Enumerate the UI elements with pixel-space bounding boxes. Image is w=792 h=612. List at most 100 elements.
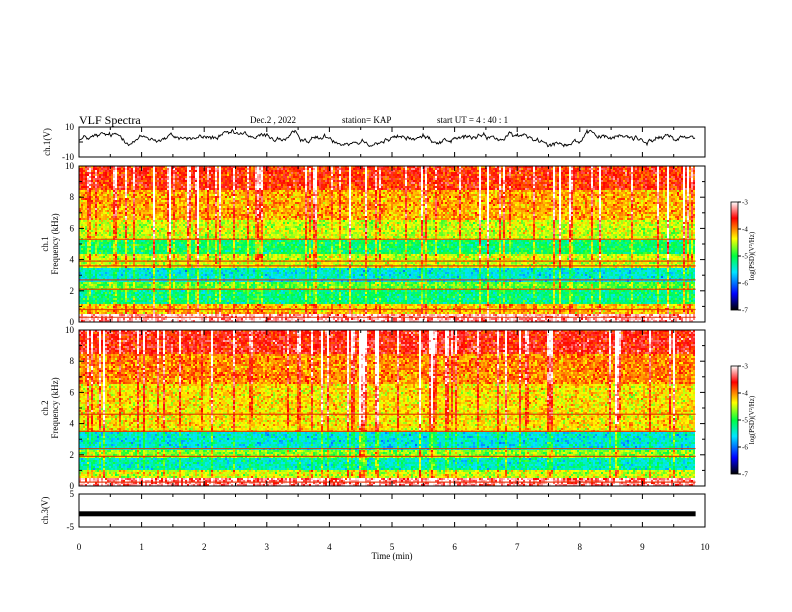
spectrogram-ch1-cell — [687, 196, 689, 198]
spectrogram-ch1-cell — [497, 166, 499, 168]
spectrogram-ch1-cell — [575, 174, 577, 176]
spectrogram-ch1-cell — [469, 190, 471, 192]
spectrogram-ch1-cell — [659, 186, 661, 188]
spectrogram-ch1-cell — [505, 196, 507, 198]
spectrogram-ch1-cell — [373, 190, 375, 192]
spectrogram-ch1-cell — [611, 182, 613, 184]
spectrogram-ch1-cell — [617, 180, 619, 182]
spectrogram-ch1-cell — [149, 170, 151, 172]
spectrogram-ch1-cell — [93, 198, 95, 200]
spectrogram-ch1-cell — [685, 194, 687, 196]
spectrogram-ch1-cell — [433, 194, 435, 196]
spectrogram-ch1-cell — [469, 188, 471, 190]
spectrogram-ch1-cell — [533, 170, 535, 172]
spectrogram-ch1-cell — [501, 172, 503, 174]
spectrogram-ch1-cell — [171, 194, 173, 196]
spectrogram-ch1-cell — [293, 184, 295, 186]
spectrogram-ch1-cell — [493, 170, 495, 172]
spectrogram-ch1-cell — [403, 188, 405, 190]
spectrogram-ch1-cell — [147, 172, 149, 174]
spectrogram-ch1-cell — [383, 182, 385, 184]
spectrogram-ch1-cell — [563, 196, 565, 198]
spectrogram-ch1-cell — [525, 178, 527, 180]
spectrogram-ch1-cell — [677, 192, 679, 194]
spectrogram-ch1-cell — [409, 188, 411, 190]
spectrogram-ch1-cell — [143, 188, 145, 190]
spectrogram-ch1-cell — [639, 180, 641, 182]
spectrogram-ch1-cell — [623, 180, 625, 182]
spectrogram-ch1-cell — [419, 176, 421, 178]
spectrogram-ch1-cell — [441, 182, 443, 184]
spectrogram-ch1-cell — [207, 172, 209, 174]
spectrogram-ch1-cell — [459, 182, 461, 184]
spectrogram-ch1-cell — [103, 174, 105, 176]
spectrogram-ch1-cell — [299, 184, 301, 186]
spectrogram-ch1-cell — [377, 190, 379, 192]
spectrogram-ch1-cell — [667, 178, 669, 180]
spectrogram-ch1-cell — [149, 198, 151, 200]
spectrogram-ch1-cell — [249, 196, 251, 198]
spectrogram-ch1-cell — [529, 184, 531, 186]
spectrogram-ch1-cell — [403, 184, 405, 186]
spectrogram-ch1-cell — [383, 166, 385, 168]
spectrogram-ch1-cell — [499, 190, 501, 192]
spectrogram-ch1-cell — [393, 180, 395, 182]
spectrogram-ch1-cell — [367, 174, 369, 176]
spectrogram-ch1-cell — [259, 168, 261, 170]
spectrogram-ch1-cell — [573, 192, 575, 194]
spectrogram-ch1-cell — [437, 190, 439, 192]
spectrogram-ch1-cell — [145, 198, 147, 200]
spectrogram-ch1-cell — [391, 172, 393, 174]
spectrogram-ch1-cell — [621, 176, 623, 178]
spectrogram-ch1-cell — [631, 172, 633, 174]
spectrogram-ch1-cell — [221, 180, 223, 182]
spectrogram-ch1-cell — [153, 178, 155, 180]
spectrogram-ch1-cell — [175, 194, 177, 196]
spectrogram-ch1-cell — [377, 196, 379, 198]
spectrogram-ch1-cell — [155, 172, 157, 174]
spectrogram-ch1-cell — [551, 172, 553, 174]
spectrogram-ch1-cell — [237, 192, 239, 194]
spectrogram-ch1-cell — [359, 176, 361, 178]
spectrogram-ch1-cell — [417, 166, 419, 168]
spectrogram-ch1-cell — [171, 176, 173, 178]
spectrogram-ch1-cell — [293, 170, 295, 172]
spectrogram-ch1-cell — [201, 194, 203, 196]
spectrogram-ch1-cell — [647, 182, 649, 184]
spectrogram-ch1-cell — [207, 192, 209, 194]
spectrogram-ch1-cell — [117, 198, 119, 200]
spectrogram-ch1-cell — [85, 184, 87, 186]
spectrogram-ch1-cell — [629, 194, 631, 196]
spectrogram-ch1-cell — [575, 170, 577, 172]
spectrogram-ch1-cell — [539, 190, 541, 192]
spectrogram-ch1-cell — [307, 184, 309, 186]
spectrogram-ch1-cell — [553, 168, 555, 170]
spectrogram-ch1-cell — [625, 168, 627, 170]
spectrogram-ch1-cell — [525, 184, 527, 186]
spectrogram-ch1-cell — [379, 190, 381, 192]
spectrogram-ch1-cell — [681, 186, 683, 188]
spectrogram-ch1-cell — [121, 182, 123, 184]
spectrogram-ch1-cell — [115, 170, 117, 172]
spectrogram-ch1-cell — [477, 170, 479, 172]
spectrogram-ch1-cell — [591, 178, 593, 180]
spectrogram-ch1-cell — [367, 176, 369, 178]
spectrogram-ch1-cell — [133, 198, 135, 200]
spectrogram-ch1-cell — [191, 198, 193, 200]
spectrogram-ch1-cell — [249, 188, 251, 190]
spectrogram-ch1-cell — [515, 190, 517, 192]
spectrogram-ch1-cell — [643, 166, 645, 168]
spectrogram-ch1-cell — [603, 190, 605, 192]
spectrogram-ch1-cell — [337, 168, 339, 170]
spectrogram-ch1-cell — [261, 186, 263, 188]
spectrogram-ch1-cell — [363, 176, 365, 178]
spectrogram-ch1-cell — [523, 192, 525, 194]
spectrogram-ch1-cell — [345, 186, 347, 188]
spectrogram-ch1-cell — [283, 184, 285, 186]
spectrogram-ch1-cell — [101, 180, 103, 182]
spectrogram-ch1-cell — [377, 194, 379, 196]
spectrogram-ch1-cell — [353, 190, 355, 192]
spectrogram-ch1-cell — [419, 180, 421, 182]
spectrogram-ch1-cell — [133, 168, 135, 170]
spectrogram-ch1-cell — [119, 190, 121, 192]
